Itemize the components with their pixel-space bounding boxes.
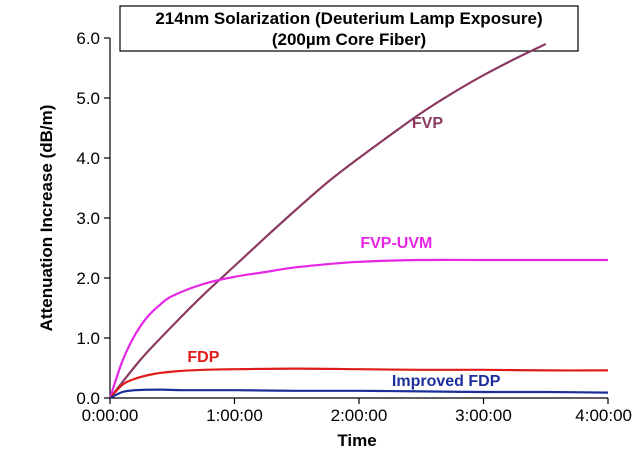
series-label-improved-fdp: Improved FDP xyxy=(392,373,501,390)
chart-title-box xyxy=(119,5,579,52)
series-label-fvp-uvm: FVP-UVM xyxy=(360,235,432,252)
series-line-fvp xyxy=(109,43,547,399)
chart-subtitle: (200µm Core Fiber) xyxy=(272,30,426,49)
series-layer xyxy=(108,43,609,399)
series-label-fdp: FDP xyxy=(187,349,219,366)
x-tick-label: 1:00:00 xyxy=(206,406,263,425)
y-tick-label: 0.0 xyxy=(76,389,100,408)
y-tick-label: 3.0 xyxy=(76,209,100,228)
y-tick-label: 1.0 xyxy=(76,329,100,348)
series-line-fdp xyxy=(109,367,609,399)
x-tick-label: 3:00:00 xyxy=(455,406,512,425)
series-labels: FVP FVP-UVM FDP Improved FDP xyxy=(187,115,500,390)
x-tick-label: 2:00:00 xyxy=(331,406,388,425)
y-axis-title: Attenuation Increase (dB/m) xyxy=(37,105,56,332)
y-tick-label: 4.0 xyxy=(76,149,100,168)
x-tick-label: 0:00:00 xyxy=(82,406,139,425)
series-line-improved-fdp xyxy=(109,388,609,399)
series-line-fvp-uvm xyxy=(108,258,608,399)
y-ticks: 0.0 1.0 2.0 3.0 4.0 5.0 6.0 xyxy=(76,29,110,408)
x-tick-label: 4:00:00 xyxy=(575,406,632,425)
x-ticks: 0:00:00 1:00:00 2:00:00 3:00:00 4:00:00 xyxy=(82,398,632,425)
chart-title: 214nm Solarization (Deuterium Lamp Expos… xyxy=(155,9,542,28)
y-tick-label: 5.0 xyxy=(76,89,100,108)
y-tick-label: 6.0 xyxy=(76,29,100,48)
x-axis-title: Time xyxy=(337,431,376,450)
y-tick-label: 2.0 xyxy=(76,269,100,288)
series-label-fvp: FVP xyxy=(412,115,443,132)
